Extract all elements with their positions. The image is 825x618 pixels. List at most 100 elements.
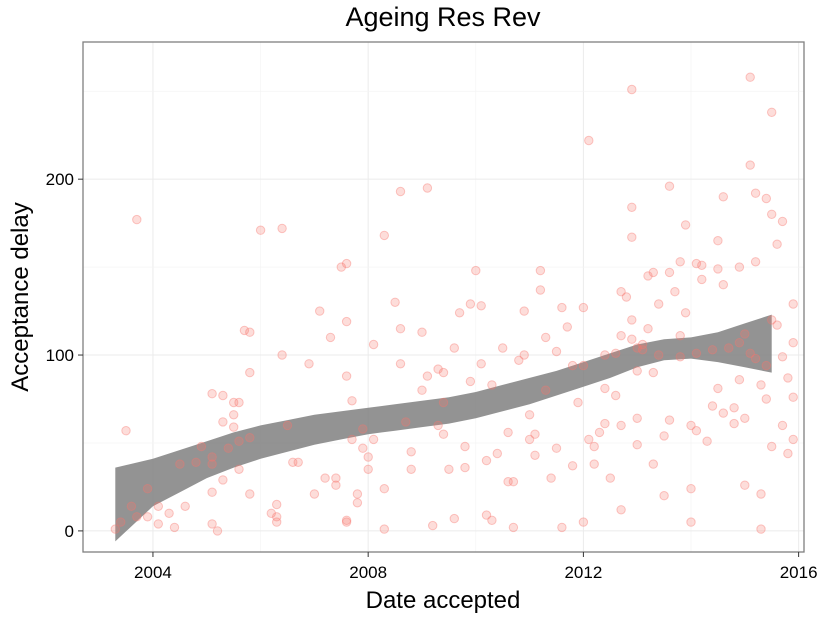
data-point	[697, 274, 707, 285]
data-point	[637, 339, 648, 350]
data-point	[675, 352, 685, 362]
data-point	[229, 410, 239, 420]
data-point	[777, 216, 788, 227]
data-point	[772, 320, 782, 330]
data-point	[654, 350, 664, 360]
data-point	[745, 348, 755, 358]
data-point	[519, 350, 529, 360]
data-point	[331, 473, 341, 483]
data-point	[341, 517, 352, 527]
data-point	[777, 420, 788, 431]
data-point	[207, 519, 217, 529]
data-point	[616, 287, 626, 297]
data-point	[551, 346, 562, 357]
data-point	[234, 397, 244, 408]
data-point	[750, 353, 761, 364]
data-point	[352, 498, 363, 508]
data-point	[767, 107, 777, 118]
data-point	[734, 338, 745, 348]
data-point	[218, 475, 228, 485]
data-point	[153, 519, 164, 529]
data-point	[718, 280, 728, 290]
axes: 2004 2008 2012 2016 0 100 200	[46, 170, 818, 582]
data-point	[320, 473, 330, 483]
data-point	[347, 434, 357, 445]
data-point	[724, 343, 734, 353]
x-tick-label: 2012	[564, 563, 602, 582]
x-axis-title: Date accepted	[366, 587, 521, 614]
data-point	[691, 348, 702, 358]
data-point	[218, 390, 228, 401]
data-point	[272, 499, 282, 510]
data-point	[498, 343, 508, 353]
data-point	[648, 459, 658, 469]
data-point	[239, 325, 250, 336]
data-point	[756, 380, 766, 390]
data-point	[578, 517, 589, 527]
data-point	[164, 508, 174, 518]
data-point	[341, 316, 352, 327]
data-point	[417, 385, 427, 395]
data-point	[390, 297, 400, 307]
data-point	[627, 202, 637, 213]
data-point	[729, 418, 739, 429]
data-point	[573, 397, 583, 408]
data-point	[110, 524, 121, 534]
y-tick-label: 200	[46, 170, 74, 189]
data-point	[707, 345, 718, 355]
data-point	[223, 443, 234, 453]
data-point	[191, 457, 201, 467]
data-point	[632, 413, 642, 423]
data-point	[438, 397, 449, 408]
data-point	[567, 461, 578, 471]
data-point	[444, 464, 454, 474]
data-point	[702, 436, 712, 446]
data-point	[578, 360, 589, 371]
y-tick-label: 0	[65, 522, 74, 541]
data-point	[664, 267, 675, 278]
data-point	[433, 364, 443, 374]
x-tick-label: 2004	[134, 563, 172, 582]
data-point	[438, 367, 449, 378]
data-point	[632, 343, 642, 353]
data-point	[142, 484, 153, 494]
data-point	[363, 452, 373, 462]
data-point	[788, 434, 798, 445]
data-point	[578, 302, 589, 313]
data-point	[325, 332, 336, 343]
data-point	[508, 522, 519, 533]
data-point	[358, 443, 368, 453]
data-point	[788, 392, 798, 402]
data-point	[632, 440, 642, 450]
data-point	[707, 401, 718, 411]
data-point	[530, 450, 540, 460]
data-point	[395, 186, 406, 197]
data-point	[266, 508, 276, 518]
data-point	[142, 512, 153, 522]
data-point	[169, 522, 180, 533]
data-point	[589, 459, 599, 469]
data-point	[535, 265, 546, 276]
data-point	[245, 327, 255, 337]
y-tick-label: 100	[46, 346, 74, 365]
data-point	[788, 338, 798, 348]
data-point	[632, 366, 642, 376]
data-point	[315, 306, 325, 316]
data-point	[245, 489, 255, 499]
data-point	[207, 389, 217, 399]
data-point	[627, 232, 637, 242]
data-point	[465, 376, 476, 387]
data-point	[293, 457, 303, 467]
data-point	[551, 443, 562, 453]
data-point	[341, 371, 352, 381]
data-point	[288, 457, 298, 467]
data-point	[212, 526, 223, 536]
data-point	[121, 426, 131, 436]
data-point	[589, 441, 599, 452]
data-point	[406, 464, 416, 474]
data-point	[654, 299, 664, 309]
data-point	[750, 188, 761, 198]
data-point	[648, 367, 658, 378]
data-point	[680, 308, 691, 318]
data-point	[767, 315, 777, 325]
